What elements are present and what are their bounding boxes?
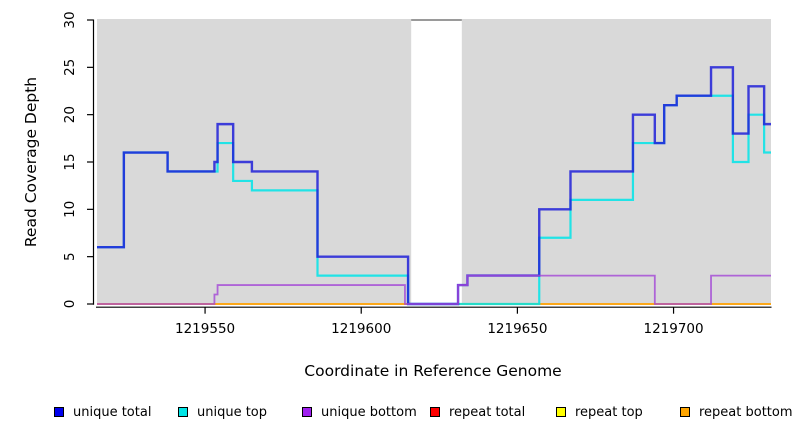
y-tick-label: 15 xyxy=(62,153,78,170)
legend-label: repeat bottom xyxy=(699,404,792,420)
y-tick-label: 0 xyxy=(62,300,78,309)
legend-label: repeat top xyxy=(575,404,643,420)
legend-item-unique-bottom: unique bottom xyxy=(302,401,417,423)
y-tick-label: 30 xyxy=(62,11,78,28)
legend-item-unique-total: unique total xyxy=(54,401,151,423)
legend-label: unique total xyxy=(73,404,152,420)
series-unique-bottom xyxy=(97,274,771,305)
x-tick-label: 1219550 xyxy=(175,321,235,337)
legend-swatch-unique-bottom xyxy=(302,407,312,417)
x-tick-label: 1219650 xyxy=(487,321,547,337)
y-tick-label: 10 xyxy=(62,201,78,218)
legend-label: unique top xyxy=(197,404,268,420)
legend-swatch-repeat-total xyxy=(430,407,440,417)
y-tick-label: 20 xyxy=(62,106,78,123)
legend-swatch-repeat-bottom xyxy=(680,407,690,417)
legend-swatch-repeat-top xyxy=(556,407,566,417)
masked-region xyxy=(411,21,462,305)
chart-legend: unique total unique top unique bottom repea… xyxy=(0,401,792,425)
legend-item-repeat-bottom: repeat bottom xyxy=(680,401,792,423)
y-axis-title: Read Coverage Depth xyxy=(22,77,40,247)
legend-item-repeat-top: repeat top xyxy=(556,401,643,423)
x-tick-label: 1219600 xyxy=(331,321,391,337)
y-tick-label: 25 xyxy=(62,59,78,76)
legend-swatch-unique-top xyxy=(178,407,188,417)
y-tick-label: 5 xyxy=(62,252,78,261)
legend-item-repeat-total: repeat total xyxy=(430,401,525,423)
x-axis-title: Coordinate in Reference Genome xyxy=(304,362,561,380)
legend-item-unique-top: unique top xyxy=(178,401,267,423)
x-tick-label: 1219700 xyxy=(643,321,703,337)
legend-label: unique bottom xyxy=(321,404,417,420)
legend-swatch-unique-total xyxy=(54,407,64,417)
legend-label: repeat total xyxy=(449,404,526,420)
